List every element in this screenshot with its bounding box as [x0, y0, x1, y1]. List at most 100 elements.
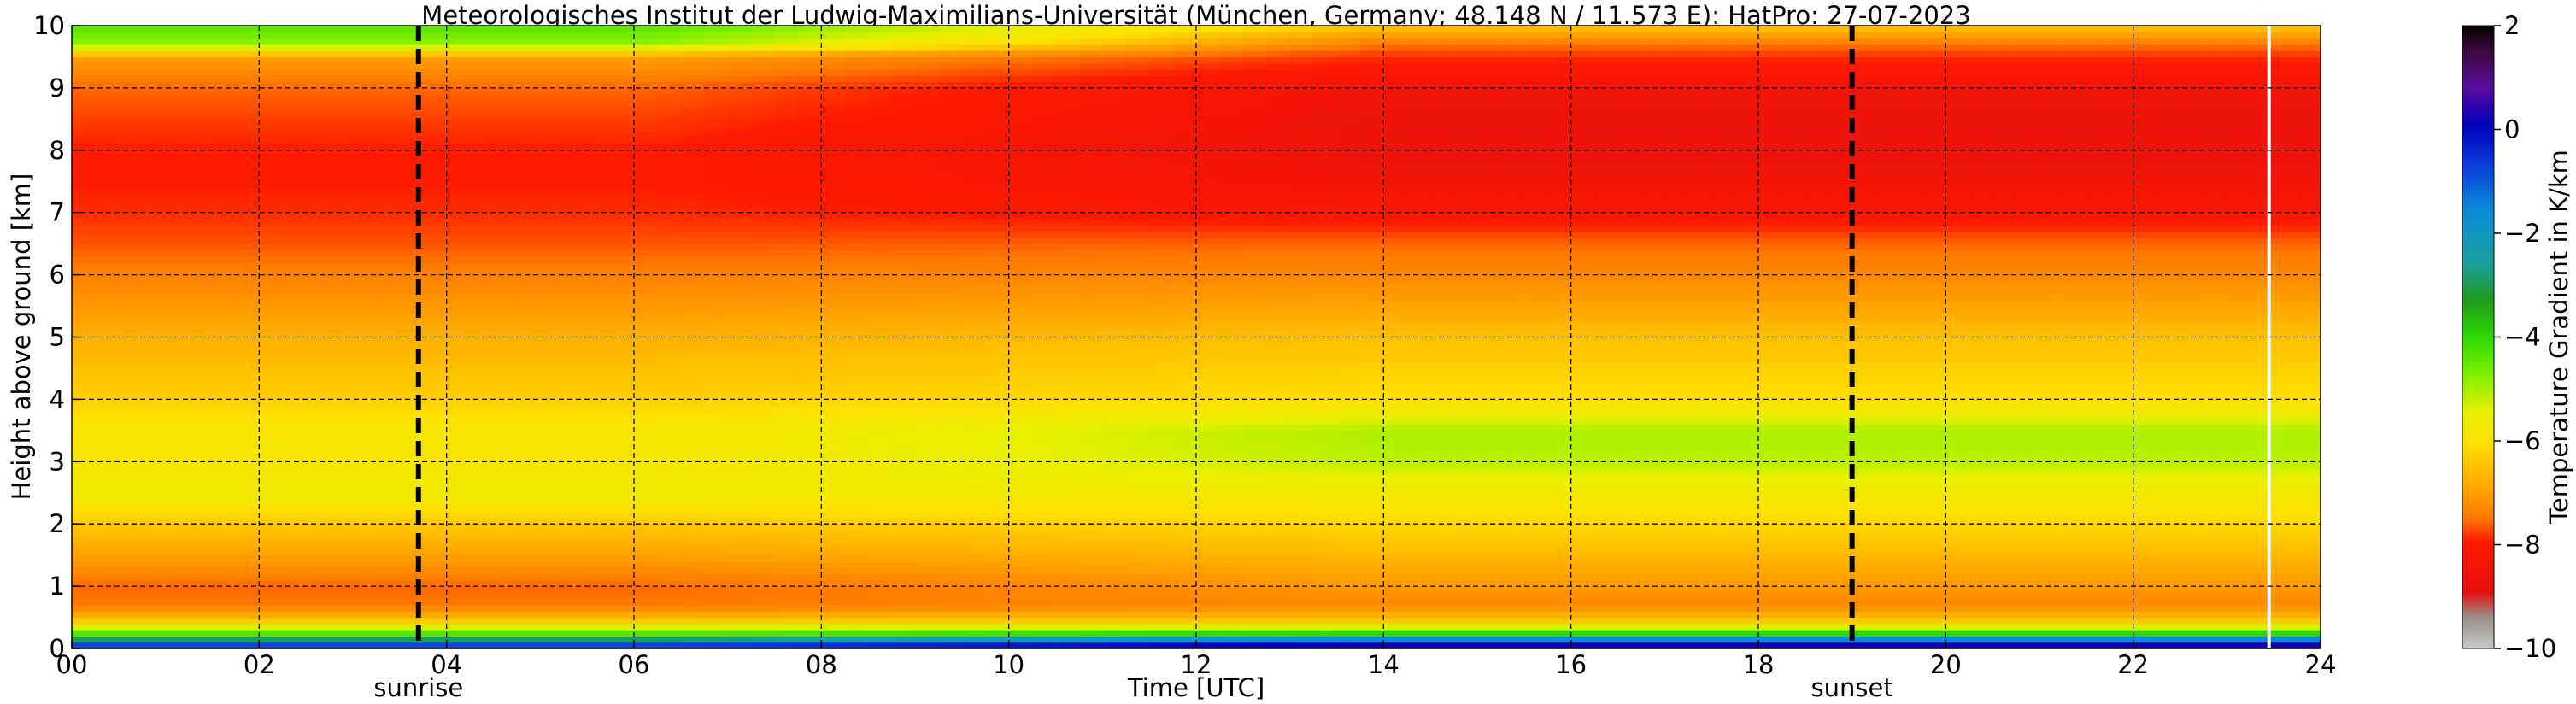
heatmap-cell [282, 461, 307, 469]
heatmap-cell [470, 299, 495, 307]
heatmap-cell [891, 293, 916, 301]
heatmap-cell [1149, 567, 1174, 575]
heatmap-cell [610, 473, 635, 481]
heatmap-cell [353, 62, 378, 70]
heatmap-cell [1102, 69, 1127, 76]
heatmap-cell [1055, 287, 1080, 295]
heatmap-cell [235, 511, 260, 519]
heatmap-cell [446, 592, 471, 600]
heatmap-cell [657, 274, 682, 282]
heatmap-cell [563, 249, 588, 257]
heatmap-cell [329, 255, 354, 263]
heatmap-cell [516, 162, 541, 170]
heatmap-cell [516, 306, 541, 313]
heatmap-cell [376, 430, 401, 437]
heatmap-cell [1219, 113, 1244, 120]
heatmap-cell [797, 480, 822, 488]
heatmap-cell [868, 174, 893, 182]
heatmap-cell [282, 611, 307, 619]
heatmap-cell [985, 467, 1010, 475]
heatmap-cell [563, 138, 588, 145]
heatmap-cell [306, 461, 331, 469]
heatmap-cell [961, 604, 986, 612]
heatmap-cell [118, 480, 143, 488]
heatmap-cell [1125, 418, 1150, 425]
heatmap-cell [610, 274, 635, 282]
heatmap-cell [306, 567, 331, 575]
heatmap-cell [1125, 94, 1150, 102]
heatmap-cell [212, 579, 237, 587]
heatmap-cell [563, 337, 588, 344]
heatmap-cell [329, 287, 354, 295]
heatmap-cell [891, 461, 916, 469]
heatmap-cell [938, 280, 963, 288]
heatmap-cell [797, 44, 822, 51]
heatmap-cell [1032, 26, 1057, 32]
heatmap-cell [821, 206, 846, 214]
heatmap-cell [540, 255, 565, 263]
heatmap-cell [282, 499, 307, 506]
heatmap-cell [1055, 81, 1080, 89]
heatmap-cell [493, 418, 518, 425]
heatmap-cell [235, 62, 260, 70]
heatmap-cell [1055, 630, 1080, 637]
heatmap-cell [353, 287, 378, 295]
heatmap-cell [563, 567, 588, 575]
heatmap-cell [1055, 437, 1080, 444]
heatmap-cell [142, 486, 167, 494]
heatmap-cell [470, 604, 495, 612]
heatmap-cell [142, 424, 167, 431]
heatmap-cell [961, 168, 986, 176]
heatmap-cell [634, 218, 659, 226]
heatmap-cell [891, 138, 916, 145]
heatmap-cell [657, 75, 682, 83]
heatmap-cell [1055, 337, 1080, 344]
heatmap-cell [915, 162, 940, 170]
heatmap-cell [189, 554, 214, 562]
heatmap-cell [587, 131, 612, 138]
heatmap-cell [634, 424, 659, 431]
heatmap-cell [915, 424, 940, 431]
heatmap-cell [516, 44, 541, 51]
heatmap-cell [353, 530, 378, 537]
heatmap-cell [587, 549, 612, 556]
heatmap-cell [516, 243, 541, 251]
heatmap-cell [493, 361, 518, 369]
heatmap-cell [142, 312, 167, 320]
heatmap-cell [563, 343, 588, 350]
heatmap-cell [774, 299, 799, 307]
heatmap-cell [1125, 349, 1150, 356]
heatmap-cell [985, 150, 1010, 157]
heatmap-cell [118, 549, 143, 556]
heatmap-cell [1055, 200, 1080, 208]
heatmap-cell [282, 274, 307, 282]
heatmap-cell [610, 455, 635, 462]
heatmap-cell [235, 630, 260, 637]
heatmap-cell [563, 492, 588, 500]
heatmap-cell [306, 642, 331, 649]
heatmap-cell [1032, 455, 1057, 462]
heatmap-cell [961, 642, 986, 649]
heatmap-cell [493, 131, 518, 138]
heatmap-cell [95, 443, 120, 450]
heatmap-cell [540, 611, 565, 619]
heatmap-cell [680, 617, 705, 625]
heatmap-cell [353, 56, 378, 64]
heatmap-cell [1172, 536, 1197, 543]
heatmap-cell [915, 467, 940, 475]
heatmap-cell [493, 461, 518, 469]
heatmap-cell [1149, 573, 1174, 581]
heatmap-cell [1078, 56, 1103, 64]
heatmap-cell [423, 592, 448, 600]
heatmap-cell [376, 337, 401, 344]
heatmap-cell [189, 598, 214, 606]
heatmap-cell [868, 187, 893, 195]
heatmap-cell [938, 231, 963, 238]
heatmap-cell [493, 138, 518, 145]
heatmap-cell [727, 524, 752, 531]
heatmap-cell [376, 573, 401, 581]
heatmap-cell [1149, 32, 1174, 39]
heatmap-cell [72, 32, 97, 39]
heatmap-cell [1219, 505, 1244, 513]
heatmap-cell [844, 543, 869, 549]
